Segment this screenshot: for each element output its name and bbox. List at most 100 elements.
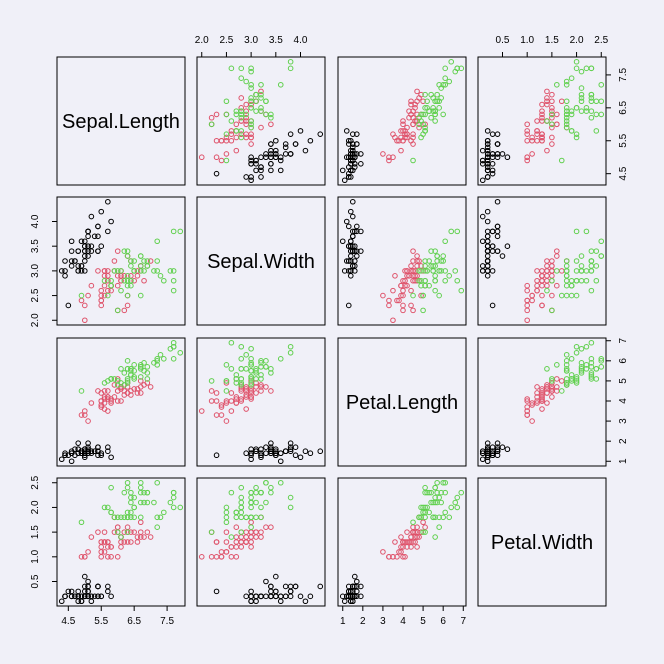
point-versicolor-47 bbox=[406, 273, 412, 279]
point-virginica-46 bbox=[420, 509, 426, 516]
point-versicolor-4 bbox=[238, 105, 245, 111]
point-versicolor-1 bbox=[410, 258, 416, 264]
point-virginica-9 bbox=[442, 81, 448, 88]
point-versicolor-5 bbox=[539, 388, 545, 394]
point-setosa-44 bbox=[494, 151, 501, 157]
point-virginica-37 bbox=[128, 263, 134, 269]
point-setosa-46 bbox=[85, 228, 91, 235]
point-versicolor-43 bbox=[524, 154, 530, 161]
point-versicolor-30 bbox=[529, 402, 535, 408]
point-setosa-42 bbox=[258, 174, 264, 180]
point-setosa-15 bbox=[317, 448, 324, 455]
point-setosa-28 bbox=[268, 147, 274, 154]
point-versicolor-34 bbox=[95, 268, 101, 274]
point-virginica-48 bbox=[428, 489, 434, 496]
point-versicolor-9 bbox=[398, 147, 404, 154]
point-setosa-45 bbox=[75, 450, 81, 457]
point-setosa-48 bbox=[91, 593, 98, 600]
point-setosa-14 bbox=[484, 218, 491, 225]
point-virginica-44 bbox=[598, 98, 605, 105]
point-virginica-29 bbox=[436, 524, 442, 530]
point-virginica-40 bbox=[432, 484, 438, 491]
point-versicolor-49 bbox=[539, 277, 545, 284]
point-virginica-16 bbox=[131, 514, 137, 521]
panel-frame bbox=[196, 477, 326, 607]
point-virginica-33 bbox=[549, 376, 555, 382]
point-virginica-35 bbox=[170, 268, 177, 274]
point-virginica-34 bbox=[228, 534, 235, 540]
point-setosa-43 bbox=[273, 446, 279, 453]
point-setosa-40 bbox=[345, 243, 352, 249]
point-virginica-45 bbox=[248, 98, 254, 105]
point-setosa-41 bbox=[345, 302, 352, 309]
point-setosa-49 bbox=[81, 253, 88, 259]
point-virginica-15 bbox=[426, 489, 432, 496]
point-virginica-43 bbox=[258, 489, 264, 496]
point-virginica-43 bbox=[588, 360, 595, 366]
point-versicolor-15 bbox=[137, 390, 144, 396]
point-versicolor-24 bbox=[128, 539, 134, 545]
bottom-tick-label-petal-length: 5 bbox=[420, 616, 426, 627]
point-virginica-9 bbox=[277, 81, 284, 88]
point-versicolor-19 bbox=[529, 134, 535, 141]
point-virginica-39 bbox=[578, 370, 585, 376]
point-virginica-7 bbox=[157, 351, 164, 358]
bottom-tick-label-petal-length: 2 bbox=[360, 616, 366, 627]
point-virginica-33 bbox=[124, 277, 131, 284]
point-virginica-8 bbox=[436, 514, 442, 521]
point-versicolor-29 bbox=[228, 408, 235, 414]
point-virginica-48 bbox=[121, 489, 128, 496]
point-virginica-45 bbox=[137, 268, 144, 274]
point-versicolor-47 bbox=[539, 114, 545, 121]
point-versicolor-22 bbox=[418, 529, 424, 535]
point-virginica-36 bbox=[593, 111, 600, 118]
point-virginica-27 bbox=[563, 118, 570, 124]
point-virginica-11 bbox=[426, 509, 432, 516]
point-setosa-46 bbox=[85, 446, 91, 453]
point-versicolor-27 bbox=[558, 378, 565, 384]
left-tick-label-petal-width: 1.5 bbox=[30, 525, 41, 539]
point-virginica-18 bbox=[170, 339, 177, 346]
point-setosa-49 bbox=[347, 593, 354, 600]
point-virginica-14 bbox=[238, 484, 245, 491]
point-versicolor-0 bbox=[147, 384, 154, 390]
point-virginica-39 bbox=[428, 91, 434, 98]
point-setosa-23 bbox=[499, 444, 506, 451]
point-virginica-30 bbox=[161, 356, 167, 362]
point-versicolor-29 bbox=[390, 131, 396, 137]
top-tick-label-sepal-width: 2.5 bbox=[219, 35, 233, 46]
left-tick-label-sepal-width: 2.0 bbox=[30, 313, 41, 327]
point-versicolor-42 bbox=[228, 544, 235, 550]
point-virginica-42 bbox=[568, 282, 575, 289]
point-virginica-6 bbox=[78, 388, 85, 394]
point-setosa-42 bbox=[345, 258, 352, 264]
point-versicolor-30 bbox=[396, 549, 402, 555]
point-virginica-26 bbox=[121, 277, 128, 284]
point-setosa-25 bbox=[81, 268, 88, 274]
point-virginica-25 bbox=[440, 514, 446, 521]
diagonal-label-sepal-length: Sepal.Length bbox=[62, 111, 180, 133]
point-versicolor-48 bbox=[223, 549, 230, 555]
point-virginica-42 bbox=[233, 376, 240, 382]
right-tick-label-petal-length: 4 bbox=[618, 398, 629, 404]
point-virginica-25 bbox=[440, 81, 446, 88]
point-setosa-14 bbox=[484, 128, 491, 134]
point-setosa-45 bbox=[489, 161, 496, 167]
point-setosa-20 bbox=[484, 444, 491, 451]
point-virginica-48 bbox=[588, 248, 595, 254]
point-setosa-40 bbox=[489, 243, 496, 249]
point-virginica-48 bbox=[268, 489, 274, 496]
point-versicolor-27 bbox=[420, 268, 426, 274]
point-versicolor-27 bbox=[420, 519, 426, 526]
point-setosa-31 bbox=[494, 448, 501, 455]
point-versicolor-11 bbox=[549, 394, 555, 400]
point-versicolor-1 bbox=[258, 388, 264, 394]
point-versicolor-4 bbox=[131, 386, 137, 392]
point-setosa-18 bbox=[105, 588, 111, 595]
point-virginica-40 bbox=[593, 366, 600, 372]
point-setosa-34 bbox=[253, 157, 259, 164]
point-setosa-37 bbox=[479, 238, 486, 245]
point-virginica-6 bbox=[78, 292, 85, 299]
point-versicolor-22 bbox=[549, 292, 555, 299]
point-virginica-47 bbox=[424, 268, 430, 274]
